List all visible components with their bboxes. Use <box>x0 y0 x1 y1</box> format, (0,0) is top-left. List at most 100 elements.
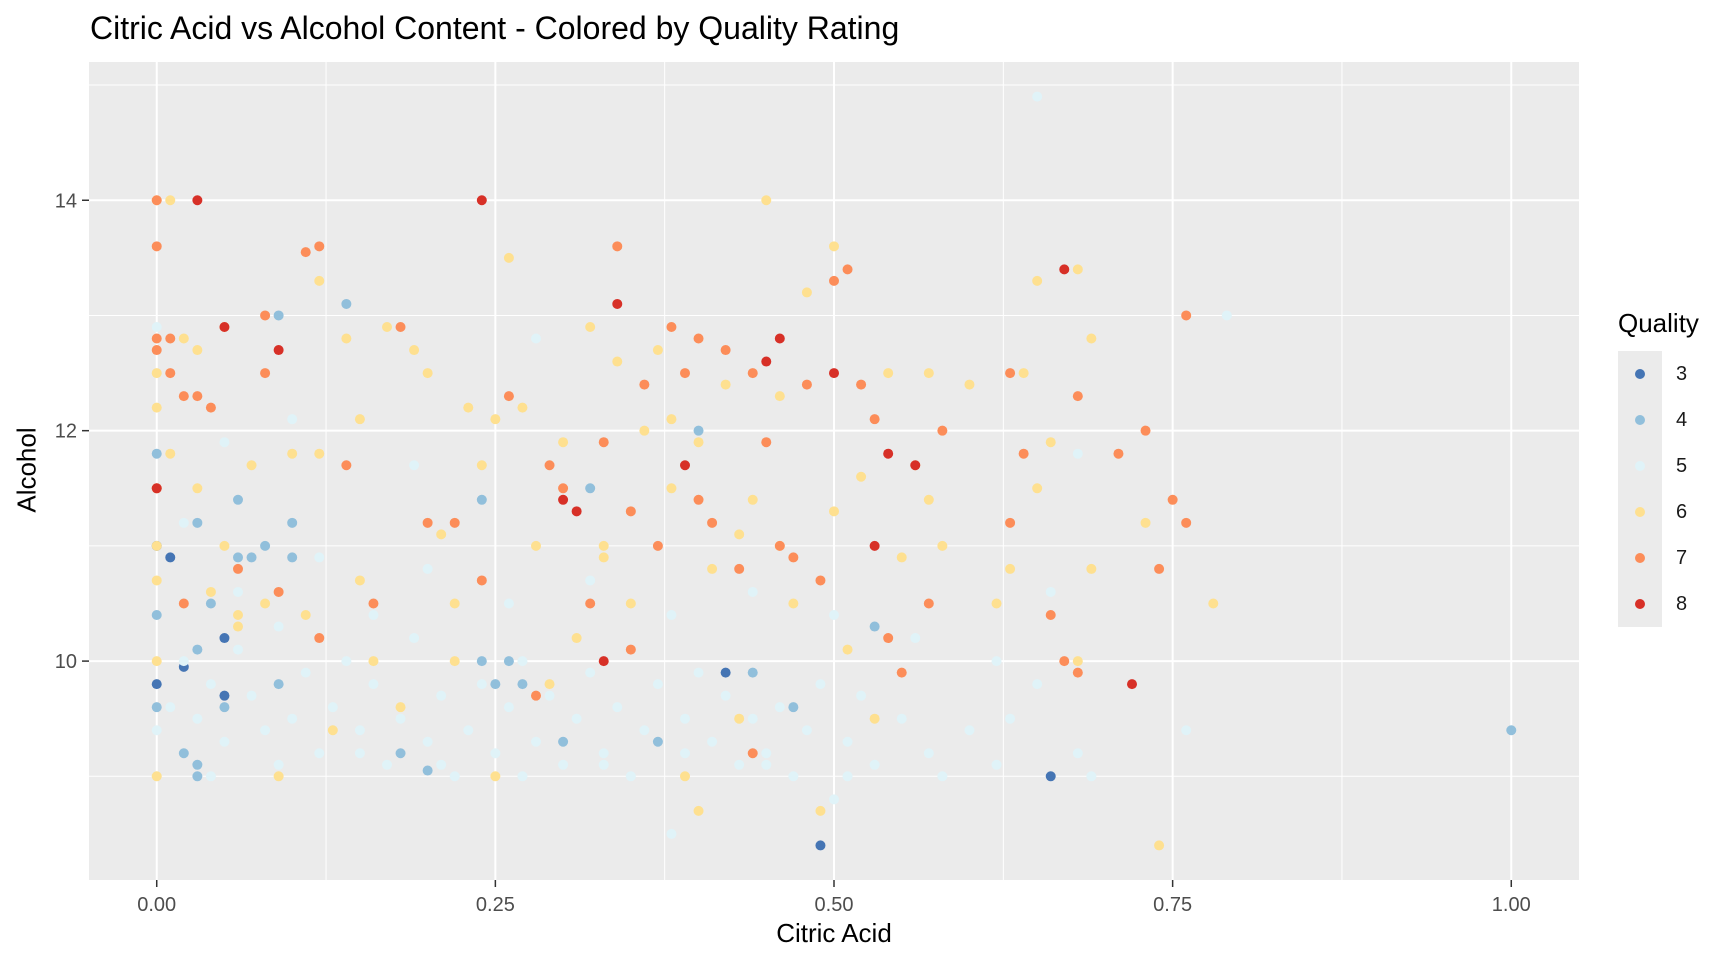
legend-item-4: 4 <box>1618 397 1699 443</box>
data-point-quality-7 <box>1167 494 1178 505</box>
data-point-quality-5 <box>842 736 853 747</box>
legend-items: 3 4 5 6 7 8 <box>1618 351 1699 627</box>
data-point-quality-6 <box>707 563 718 574</box>
data-point-quality-5 <box>585 667 596 678</box>
data-point-quality-6 <box>571 633 582 644</box>
data-point-quality-5 <box>165 702 176 713</box>
data-point-quality-5 <box>233 644 243 655</box>
data-point-quality-6 <box>151 575 162 586</box>
data-point-quality-5 <box>327 702 338 713</box>
data-point-quality-5 <box>368 610 379 621</box>
data-point-quality-4 <box>178 748 189 759</box>
data-point-quality-5 <box>205 771 216 782</box>
data-point-quality-6 <box>923 494 934 505</box>
data-point-quality-4 <box>503 656 514 667</box>
data-point-quality-6 <box>503 252 514 263</box>
data-point-quality-5 <box>896 713 907 724</box>
data-point-quality-6 <box>720 379 731 390</box>
data-point-quality-6 <box>747 494 758 505</box>
data-point-quality-6 <box>761 195 772 206</box>
legend-label: 8 <box>1676 592 1688 615</box>
data-point-quality-6 <box>1154 840 1165 851</box>
data-point-quality-5 <box>612 702 623 713</box>
legend-title: Quality <box>1618 308 1699 338</box>
data-point-quality-5 <box>246 690 257 701</box>
data-point-quality-8 <box>883 448 894 459</box>
data-point-quality-6 <box>165 448 176 459</box>
data-point-quality-5 <box>680 713 690 724</box>
data-point-quality-6 <box>382 321 392 332</box>
data-point-quality-7 <box>151 345 162 356</box>
data-point-quality-4 <box>693 425 704 436</box>
data-point-quality-4 <box>260 540 271 551</box>
data-point-quality-6 <box>842 644 853 655</box>
y-axis-title: Alcohol <box>11 427 42 513</box>
data-point-quality-7 <box>178 391 189 402</box>
data-point-quality-7 <box>260 368 271 379</box>
data-point-quality-5 <box>720 690 731 701</box>
data-point-quality-7 <box>612 241 623 252</box>
data-point-quality-6 <box>260 598 271 609</box>
data-point-quality-8 <box>869 540 880 551</box>
legend-key <box>1618 443 1662 489</box>
data-point-quality-4 <box>151 448 162 459</box>
data-point-quality-6 <box>314 275 325 286</box>
data-point-quality-7 <box>1154 563 1165 574</box>
data-point-quality-7 <box>1072 391 1083 402</box>
data-point-quality-6 <box>937 540 948 551</box>
data-point-quality-5 <box>233 586 243 597</box>
data-point-quality-6 <box>354 414 365 425</box>
x-axis-title: Citric Acid <box>776 918 892 948</box>
data-point-quality-4 <box>192 759 203 770</box>
data-point-quality-7 <box>1045 610 1056 621</box>
data-point-quality-5 <box>395 713 406 724</box>
data-point-quality-6 <box>1045 437 1056 448</box>
data-point-quality-7 <box>1181 310 1192 321</box>
data-point-quality-4 <box>869 621 880 632</box>
data-point-quality-6 <box>463 402 474 413</box>
data-point-quality-5 <box>314 552 325 563</box>
data-point-quality-5 <box>219 736 230 747</box>
data-point-quality-6 <box>517 402 528 413</box>
data-point-quality-8 <box>829 368 839 379</box>
y-tick-label: 10 <box>55 651 77 673</box>
data-point-quality-6 <box>151 368 162 379</box>
data-point-quality-7 <box>1113 448 1124 459</box>
data-point-quality-6 <box>829 241 839 252</box>
data-point-quality-5 <box>1045 586 1056 597</box>
data-point-quality-6 <box>233 621 243 632</box>
data-point-quality-4 <box>151 702 162 713</box>
data-point-quality-5 <box>1221 310 1232 321</box>
data-point-quality-8 <box>192 195 203 206</box>
data-point-quality-5 <box>842 771 853 782</box>
data-point-quality-7 <box>151 333 162 344</box>
data-point-quality-5 <box>639 725 650 736</box>
data-point-quality-5 <box>490 748 501 759</box>
legend-label: 3 <box>1676 362 1688 385</box>
data-point-quality-7 <box>923 598 934 609</box>
x-tick-label: 0.75 <box>1153 894 1192 916</box>
data-point-quality-7 <box>192 391 203 402</box>
data-point-quality-8 <box>558 494 569 505</box>
data-point-quality-7 <box>666 321 677 332</box>
data-point-quality-5 <box>273 621 284 632</box>
data-point-quality-6 <box>625 598 636 609</box>
data-point-quality-7 <box>503 391 514 402</box>
x-tick-label: 0.50 <box>815 894 854 916</box>
data-point-quality-6 <box>856 471 867 482</box>
data-point-quality-5 <box>964 725 975 736</box>
data-point-quality-6 <box>151 656 162 667</box>
data-point-quality-6 <box>490 771 501 782</box>
data-point-quality-5 <box>829 794 839 805</box>
data-point-quality-6 <box>1208 598 1219 609</box>
data-point-quality-5 <box>178 517 189 528</box>
data-point-quality-6 <box>558 437 569 448</box>
data-point-quality-5 <box>774 702 785 713</box>
y-tick-label: 14 <box>55 190 77 212</box>
data-point-quality-6 <box>327 725 338 736</box>
data-point-quality-5 <box>869 759 880 770</box>
data-point-quality-6 <box>896 552 907 563</box>
data-point-quality-5 <box>422 736 433 747</box>
data-point-quality-6 <box>652 345 663 356</box>
data-point-quality-6 <box>680 771 690 782</box>
